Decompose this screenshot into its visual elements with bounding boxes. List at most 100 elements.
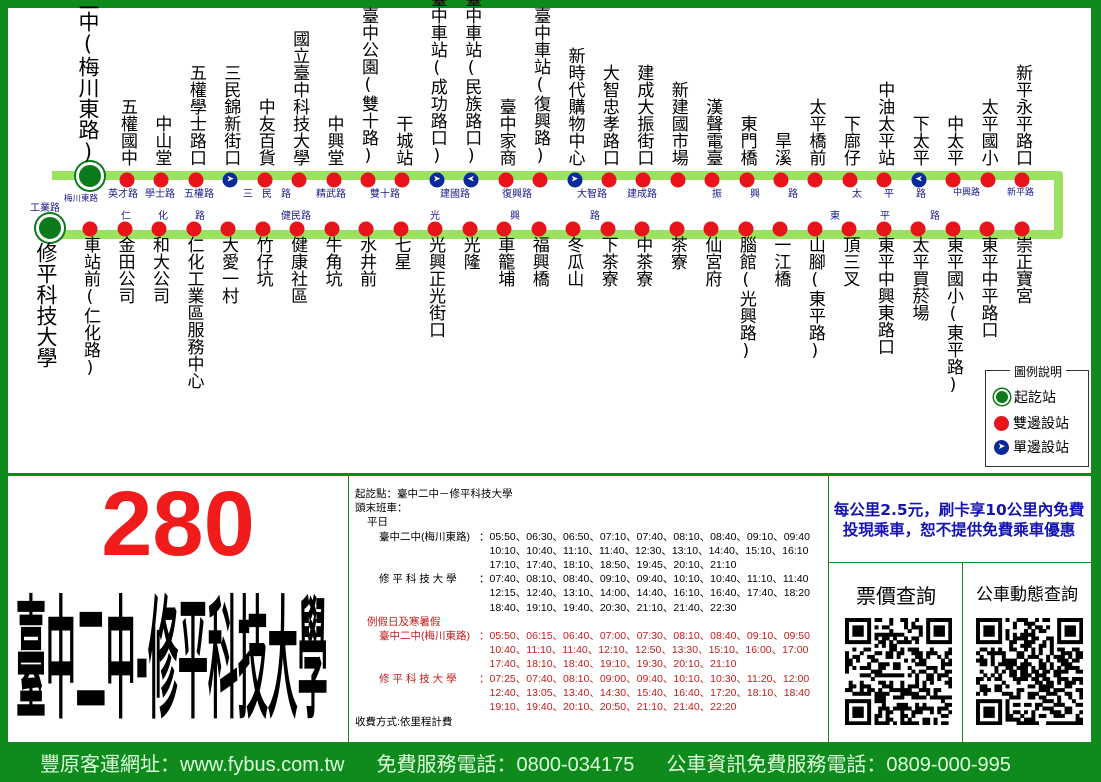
qr-module xyxy=(889,717,894,722)
qr-module xyxy=(1060,662,1065,667)
qr-module xyxy=(1064,677,1069,682)
website-link[interactable]: 豐原客運網址：www.fybus.com.tw xyxy=(40,753,345,776)
qr-module xyxy=(892,662,897,667)
qr-module xyxy=(1009,695,1014,700)
qr-module xyxy=(998,706,1003,711)
stop-label: 牛角坑 xyxy=(321,236,342,287)
qr-module xyxy=(918,625,923,630)
two-side-stop-marker xyxy=(669,221,685,237)
qr-module xyxy=(1046,625,1051,630)
qr-module xyxy=(944,713,949,718)
qr-module xyxy=(1012,669,1017,674)
qr-module xyxy=(990,710,995,715)
qr-module xyxy=(1079,651,1083,656)
two-side-stop-marker xyxy=(945,172,961,188)
road-label: 梅川東路 xyxy=(64,194,99,204)
qr-module xyxy=(1057,669,1062,674)
qr-module xyxy=(1012,647,1017,652)
qr-module xyxy=(1046,691,1051,696)
qr-module xyxy=(1042,673,1047,678)
qr-module xyxy=(863,665,868,670)
qr-module xyxy=(940,706,945,711)
qr-module xyxy=(994,640,999,645)
two-side-stop-icon xyxy=(994,415,1009,431)
qr-module xyxy=(852,629,857,634)
two-side-stop-marker xyxy=(394,172,410,188)
qr-module xyxy=(870,688,875,693)
qr-module xyxy=(929,706,934,711)
qr-module xyxy=(1068,706,1073,711)
qr-module xyxy=(998,677,1003,682)
fare-query-qr-code[interactable] xyxy=(845,618,952,725)
qr-module xyxy=(1079,636,1083,641)
qr-module xyxy=(929,710,934,715)
qr-module xyxy=(1001,651,1006,656)
qr-module xyxy=(1038,688,1043,693)
qr-module xyxy=(904,713,909,718)
qr-module xyxy=(1079,721,1083,725)
qr-module xyxy=(1020,688,1025,693)
qr-module xyxy=(911,684,916,689)
qr-module xyxy=(929,665,934,670)
stop-label: 中茶寮 xyxy=(632,236,653,287)
qr-module xyxy=(900,673,905,678)
qr-module xyxy=(987,677,992,682)
stop-label: 福興橋 xyxy=(528,236,549,287)
qr-module xyxy=(863,684,868,689)
stop-label: 冬瓜山 xyxy=(563,236,584,287)
stop-label: 新平永平路口 xyxy=(1012,64,1032,166)
qr-module xyxy=(878,695,883,700)
qr-module xyxy=(1038,651,1043,656)
qr-module xyxy=(944,673,949,678)
qr-module xyxy=(937,640,942,645)
qr-module xyxy=(1020,654,1025,659)
qr-module xyxy=(900,706,905,711)
qr-module xyxy=(918,658,923,663)
qr-module xyxy=(1071,699,1076,704)
qr-module xyxy=(1023,717,1028,722)
qr-module xyxy=(944,651,949,656)
stop-label: 五權學士路口 xyxy=(185,64,206,166)
qr-module xyxy=(1005,662,1010,667)
two-side-stop-marker xyxy=(601,172,617,188)
qr-module xyxy=(976,640,980,645)
qr-module xyxy=(889,640,894,645)
qr-module xyxy=(979,658,984,663)
qr-module xyxy=(900,713,905,718)
timetable-row: 18:40、19:10、19:40、20:30、21:10、21:40、22:3… xyxy=(355,601,825,615)
qr-module xyxy=(911,669,916,674)
service-phone: 免費服務電話：0800-034175 xyxy=(376,753,635,776)
qr-module xyxy=(1075,717,1080,722)
qr-module xyxy=(1038,625,1043,630)
two-side-stop-marker xyxy=(565,221,581,237)
qr-module xyxy=(1053,669,1058,674)
qr-module xyxy=(1042,629,1047,634)
qr-module xyxy=(881,680,886,685)
qr-module xyxy=(979,654,984,659)
qr-module xyxy=(937,629,942,634)
qr-module xyxy=(915,651,920,656)
qr-module xyxy=(1049,665,1054,670)
bus-tracking-qr-code[interactable] xyxy=(976,618,1083,725)
qr-module xyxy=(852,721,857,725)
qr-module xyxy=(1027,684,1032,689)
timetable-stop: 修 平 科 技 大 學 xyxy=(379,672,457,685)
qr-module xyxy=(1046,669,1051,674)
qr-module xyxy=(948,702,952,707)
separator: ： xyxy=(479,630,490,643)
qr-module xyxy=(990,632,995,637)
qr-module xyxy=(933,629,938,634)
qr-module xyxy=(1031,677,1036,682)
qr-module xyxy=(878,669,883,674)
qr-module xyxy=(1038,662,1043,667)
qr-module xyxy=(1068,684,1073,689)
qr-module xyxy=(1049,651,1054,656)
qr-module xyxy=(933,640,938,645)
qr-module xyxy=(994,684,999,689)
qr-module xyxy=(998,713,1003,718)
qr-module xyxy=(1001,662,1006,667)
qr-module xyxy=(1046,721,1051,725)
qr-module xyxy=(915,673,920,678)
qr-module xyxy=(1057,699,1062,704)
qr-module xyxy=(1049,710,1054,715)
